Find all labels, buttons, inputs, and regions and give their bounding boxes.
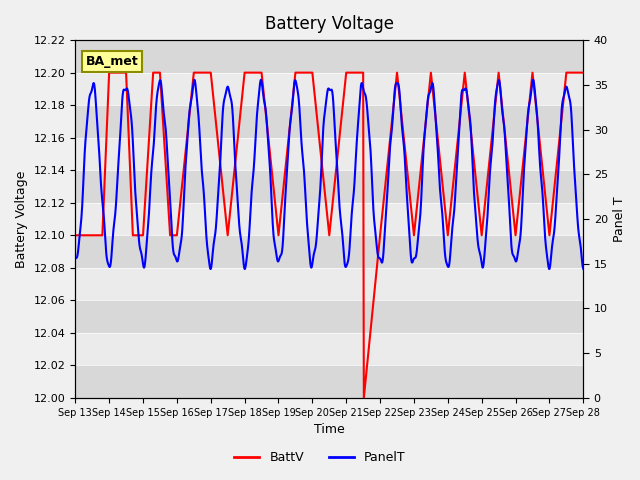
Bar	[76, 72, 583, 105]
Bar	[76, 105, 583, 138]
Bar	[76, 40, 583, 72]
Bar	[76, 203, 583, 235]
Bar	[76, 300, 583, 333]
Bar	[76, 365, 583, 398]
Text: BA_met: BA_met	[85, 55, 138, 68]
Bar	[76, 333, 583, 365]
X-axis label: Time: Time	[314, 423, 345, 436]
Bar	[76, 138, 583, 170]
Bar	[76, 235, 583, 268]
Bar	[76, 268, 583, 300]
Title: Battery Voltage: Battery Voltage	[265, 15, 394, 33]
Legend: BattV, PanelT: BattV, PanelT	[229, 446, 411, 469]
Bar	[76, 170, 583, 203]
Y-axis label: Battery Voltage: Battery Voltage	[15, 170, 28, 268]
Y-axis label: Panel T: Panel T	[613, 196, 627, 242]
